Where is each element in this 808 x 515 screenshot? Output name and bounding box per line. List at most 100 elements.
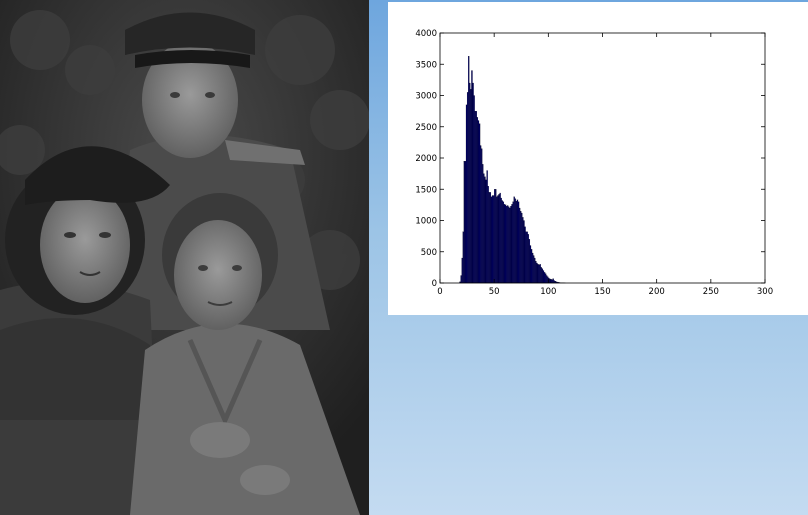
histogram-bar — [497, 195, 499, 284]
histogram-bar — [527, 234, 529, 284]
y-tick-label: 2000 — [415, 154, 437, 164]
histogram-bar — [538, 264, 540, 284]
histogram-bar — [464, 161, 467, 284]
histogram-bar — [481, 148, 483, 284]
histogram-bar — [530, 249, 533, 284]
histogram-bar — [524, 226, 526, 284]
y-tick-label: 3000 — [415, 92, 437, 102]
histogram-bar — [490, 196, 493, 284]
family-photo-image — [0, 0, 369, 515]
histogram-bar — [499, 192, 501, 284]
histogram-bar — [523, 220, 525, 284]
histogram-bar — [549, 278, 551, 284]
histogram-bar — [505, 206, 508, 284]
histogram-bar — [526, 231, 528, 284]
histogram-bar — [533, 255, 535, 284]
histogram-bar — [504, 204, 507, 284]
histogram-bar — [546, 275, 548, 284]
histogram-bar — [514, 198, 516, 284]
x-tick-label: 200 — [649, 287, 665, 297]
histogram-bar — [475, 111, 477, 284]
histogram-bar — [469, 82, 471, 284]
histogram-bar — [484, 176, 486, 284]
histogram-bar — [468, 56, 470, 284]
histogram-bar — [492, 195, 495, 284]
histogram-bar — [502, 201, 505, 284]
histogram-bar — [476, 117, 479, 284]
histogram-bar — [544, 273, 547, 284]
histogram-bar — [471, 70, 473, 284]
histogram-bar — [465, 104, 468, 284]
histogram-bar — [520, 211, 522, 284]
histogram-bar — [542, 270, 545, 284]
histogram-bar — [510, 206, 512, 284]
histogram-bar — [550, 279, 552, 284]
histogram-bar — [466, 92, 469, 284]
histogram-bar — [473, 95, 475, 284]
histogram-bar — [500, 197, 502, 284]
histogram-bar — [496, 196, 498, 284]
histogram-bar — [503, 204, 506, 284]
histogram-bar — [491, 195, 494, 284]
y-tick-label: 1500 — [415, 185, 437, 195]
histogram-bar — [512, 201, 514, 284]
histogram-bar — [522, 217, 524, 284]
histogram-bar — [525, 231, 527, 284]
y-tick-label: 4000 — [415, 29, 437, 39]
histogram-bar — [463, 161, 466, 284]
y-tick-label: 500 — [421, 248, 437, 258]
histogram-bar — [528, 239, 531, 284]
histogram-bar — [517, 201, 520, 284]
histogram-bar — [515, 201, 518, 284]
x-tick-label: 250 — [703, 287, 719, 297]
histogram-bar — [478, 123, 481, 284]
histogram-bar — [535, 261, 537, 284]
x-tick-label: 150 — [594, 287, 610, 297]
y-tick-label: 0 — [432, 279, 437, 289]
histogram-bar — [461, 257, 463, 284]
histogram-bar — [494, 189, 496, 284]
histogram-bar — [482, 164, 484, 284]
histogram-bar — [541, 268, 544, 284]
photo-panel — [0, 0, 369, 515]
histogram-bar — [534, 257, 536, 284]
y-tick-label: 2500 — [415, 123, 437, 133]
histogram-bar — [536, 262, 538, 284]
histogram-bar — [540, 267, 542, 284]
x-tick-label: 100 — [540, 287, 556, 297]
histogram-bar — [486, 170, 488, 284]
histogram-bar — [529, 245, 532, 284]
histogram-bar — [531, 252, 534, 284]
histogram-bar — [470, 89, 472, 284]
histogram-bar — [495, 189, 497, 284]
histogram-bar — [508, 206, 510, 284]
y-tick-label: 3500 — [415, 60, 437, 70]
histogram-bar — [488, 192, 490, 284]
histogram-window: 0 50 100 150 200 250 300 0 500 1000 1500 2000 2500 30… — [388, 2, 808, 315]
y-tick-label: 1000 — [415, 217, 437, 227]
histogram-bar — [509, 207, 511, 284]
x-tick-label: 0 — [437, 287, 442, 297]
histogram-bar — [477, 120, 480, 284]
histogram-bar — [487, 186, 489, 284]
histogram-bar — [479, 145, 482, 284]
histogram-bar — [511, 204, 513, 284]
histogram-bar — [462, 231, 464, 284]
histogram-bar — [543, 272, 546, 284]
histogram-bar — [483, 173, 485, 284]
histogram-bar — [521, 212, 523, 284]
histogram-bar — [460, 275, 462, 284]
histogram-bar — [474, 111, 476, 284]
histogram-bar — [537, 264, 539, 284]
histogram-bar — [551, 279, 553, 284]
histogram-bar — [513, 196, 515, 284]
x-tick-label: 300 — [757, 287, 773, 297]
histogram-bar — [501, 200, 503, 284]
histogram-bar — [489, 192, 492, 284]
histogram-bar — [518, 207, 521, 284]
histogram-bar — [485, 179, 487, 284]
histogram-bar — [539, 264, 541, 284]
histogram-bar — [507, 205, 509, 284]
histogram-chart: 0 50 100 150 200 250 3000500100015002000250030… — [415, 29, 773, 297]
histogram-bar — [552, 278, 554, 284]
